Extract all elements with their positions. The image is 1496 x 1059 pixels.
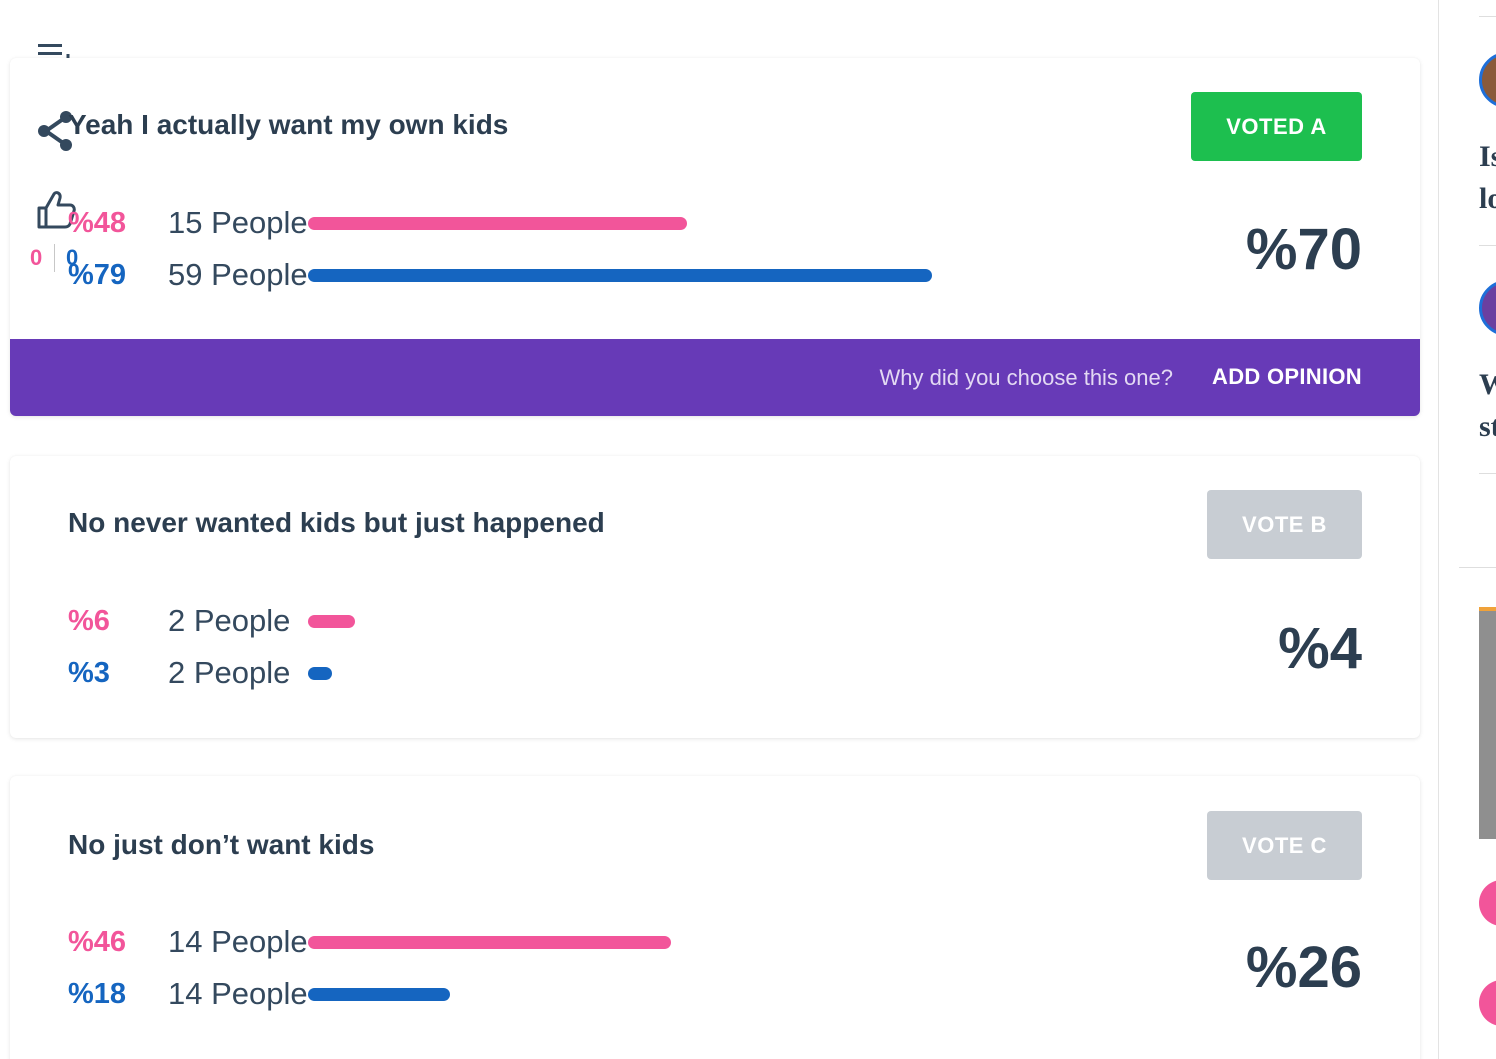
sidebar-divider [1479, 245, 1496, 246]
sidebar-item-text[interactable]: lo [1479, 182, 1496, 215]
blue-people-count: 2 People [168, 655, 291, 690]
vote-b-button[interactable]: VOTE B [1207, 490, 1362, 559]
sidebar-avatar[interactable] [1479, 52, 1496, 108]
option-title: Yeah I actually want my own kids [68, 109, 509, 140]
blue-percent: %18 [68, 978, 127, 1010]
pink-people-count: 15 People [168, 205, 308, 240]
sidebar-thumbnail[interactable] [1479, 607, 1496, 839]
sidebar-divider [1479, 16, 1496, 17]
pink-percent: %48 [68, 207, 127, 239]
pink-progress-bar [308, 936, 671, 949]
stat-row-pink: %48 15 People [68, 203, 1068, 243]
total-percent: %26 [1245, 935, 1362, 1000]
pink-percent: %6 [68, 605, 110, 637]
vote-c-button[interactable]: VOTE C [1207, 811, 1362, 880]
option-title: No just don’t want kids [68, 829, 375, 860]
stat-row-pink: %6 2 People [68, 601, 1068, 641]
share-icon[interactable] [36, 110, 76, 152]
sidebar-divider [1459, 567, 1496, 568]
sidebar-item-text[interactable]: Is [1479, 140, 1496, 173]
pink-progress-bar [308, 615, 355, 628]
stat-row-pink: %46 14 People [68, 922, 1068, 962]
total-percent: %70 [1245, 217, 1362, 282]
blue-people-count: 14 People [168, 976, 308, 1011]
blue-percent: %3 [68, 657, 110, 689]
blue-progress-bar [308, 667, 332, 680]
sidebar-pink-dot[interactable] [1479, 880, 1496, 926]
thumbs-up-icon[interactable] [36, 190, 76, 230]
pink-people-count: 14 People [168, 924, 308, 959]
sidebar-pink-dot[interactable] [1479, 980, 1496, 1026]
sidebar-item-text[interactable]: W [1479, 364, 1496, 406]
sidebar-item-text[interactable]: st [1479, 410, 1496, 443]
stat-row-blue: %18 14 People [68, 974, 1068, 1014]
like-count-pink: 0 [30, 245, 43, 270]
total-percent: %4 [1278, 616, 1362, 681]
like-count-blue: 0 [66, 245, 79, 270]
voted-a-button[interactable]: VOTED A [1191, 92, 1362, 161]
poll-main: Yeah I actually want my own kids VOTED A… [10, 44, 1420, 1059]
opinion-bar: Why did you choose this one? ADD OPINION [10, 339, 1420, 416]
pink-people-count: 2 People [168, 603, 291, 638]
blue-progress-bar [308, 988, 450, 1001]
option-title: No never wanted kids but just happened [68, 507, 605, 538]
like-divider [54, 244, 55, 272]
blue-people-count: 59 People [168, 257, 308, 292]
pink-percent: %46 [68, 926, 127, 958]
add-opinion-button[interactable]: ADD OPINION [1212, 364, 1362, 389]
stat-row-blue: %79 59 People [68, 255, 1068, 295]
stat-row-blue: %3 2 People [68, 653, 1068, 693]
opinion-prompt[interactable]: Why did you choose this one? [879, 365, 1173, 390]
option-card-a: Yeah I actually want my own kids VOTED A… [10, 58, 1420, 416]
blue-progress-bar [308, 269, 932, 282]
blue-percent: %79 [68, 259, 127, 291]
pink-progress-bar [308, 217, 687, 230]
sidebar-avatar[interactable] [1479, 280, 1496, 336]
option-card-b: No never wanted kids but just happened V… [10, 456, 1420, 738]
right-sidebar: Is lo W st [1438, 0, 1496, 1059]
option-card-c: No just don’t want kids VOTE C %46 14 Pe… [10, 776, 1420, 1059]
sidebar-divider [1479, 473, 1496, 474]
